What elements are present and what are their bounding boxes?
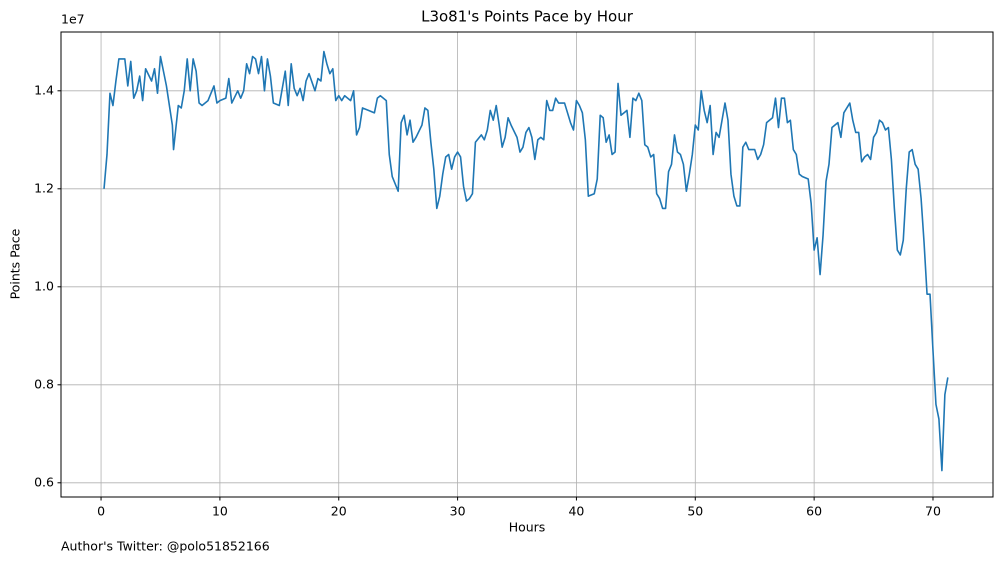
y-tick-label: 1.2: [34, 180, 54, 195]
y-offset-label: 1e7: [61, 12, 85, 27]
y-tick-label: 0.6: [34, 474, 54, 489]
x-axis-label: Hours: [509, 520, 546, 535]
y-tick-label: 0.8: [34, 376, 54, 391]
grid: [61, 32, 993, 497]
x-tick-label: 30: [450, 504, 466, 519]
line-series: [103, 50, 949, 472]
plot-area: [103, 50, 949, 472]
x-tick-label: 40: [568, 504, 584, 519]
x-tick-label: 20: [331, 504, 347, 519]
footer: Author's Twitter: @polo51852166: [61, 539, 270, 554]
y-tick-label: 1.0: [34, 278, 54, 293]
x-tick-label: 0: [97, 504, 105, 519]
chart-title: L3o81's Points Pace by Hour: [421, 8, 634, 26]
x-tick-label: 50: [687, 504, 703, 519]
x-tick-label: 70: [925, 504, 941, 519]
axes-frame: [60, 31, 994, 498]
y-axis-label: Points Pace: [8, 228, 23, 299]
x-tick-label: 10: [212, 504, 228, 519]
x-tick-label: 60: [806, 504, 822, 519]
y-tick-label: 1.4: [34, 82, 54, 97]
